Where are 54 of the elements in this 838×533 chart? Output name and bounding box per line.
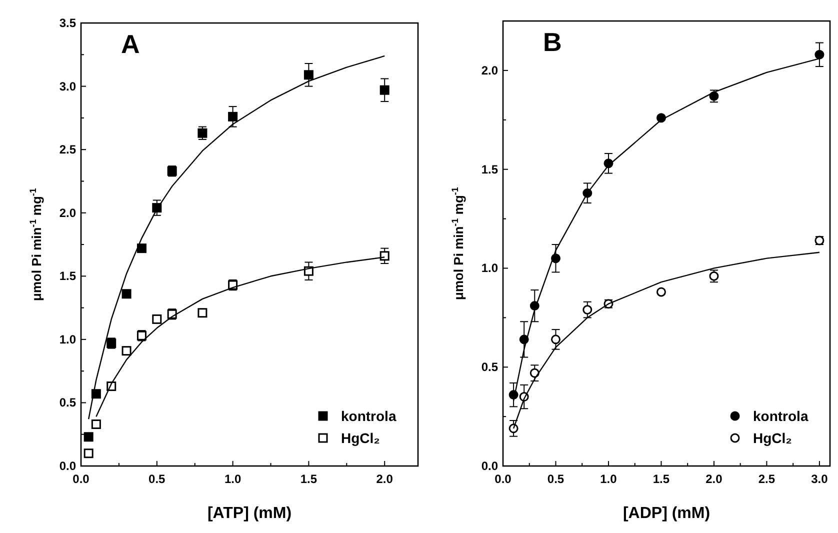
x-tick-label: 1.0 xyxy=(600,472,618,486)
point xyxy=(380,251,390,261)
y-tick-label: 2.0 xyxy=(59,206,76,220)
point xyxy=(136,244,146,254)
point xyxy=(380,85,390,95)
point xyxy=(198,128,208,138)
legend-label: kontrola xyxy=(753,408,808,424)
chart-title: A xyxy=(121,29,140,59)
y-tick-label: 1.5 xyxy=(59,269,76,284)
y-tick-label: 2.0 xyxy=(481,63,498,78)
point xyxy=(152,314,162,324)
x-axis-title: [ADP] (mM) xyxy=(622,505,710,522)
y-tick-label: 2.5 xyxy=(59,142,76,157)
y-tick-label: 0.5 xyxy=(59,396,76,410)
point xyxy=(814,50,824,60)
point xyxy=(91,419,101,429)
point xyxy=(122,346,132,356)
y-tick-label: 3.5 xyxy=(59,16,76,30)
point xyxy=(122,289,132,299)
y-tick-label: 3.0 xyxy=(59,79,76,94)
point xyxy=(550,334,560,344)
point xyxy=(508,424,518,434)
x-tick-label: 2.0 xyxy=(706,472,723,486)
y-tick-label: 0.0 xyxy=(481,459,498,473)
x-tick-label: 0.5 xyxy=(148,472,166,486)
point xyxy=(656,287,666,297)
point xyxy=(84,448,94,458)
point xyxy=(91,389,101,399)
x-tick-label: 2.5 xyxy=(758,472,776,486)
point xyxy=(304,70,314,80)
chart-title: B xyxy=(543,27,562,57)
legend-label: HgCl₂ xyxy=(341,430,380,446)
x-tick-label: 0.5 xyxy=(547,472,564,486)
x-tick-label: 1.5 xyxy=(300,472,318,486)
y-tick-label: 0.0 xyxy=(59,459,76,473)
point xyxy=(198,308,208,318)
x-tick-label: 2.0 xyxy=(376,472,394,486)
y-tick-label: 1.0 xyxy=(59,332,76,346)
x-tick-label: 1.0 xyxy=(224,472,242,486)
x-axis-title: [ATP] (mM) xyxy=(207,505,292,522)
point xyxy=(656,113,666,123)
x-tick-label: 0.0 xyxy=(494,472,512,486)
point xyxy=(709,271,719,281)
y-tick-label: 0.5 xyxy=(481,360,498,374)
x-tick-label: 3.0 xyxy=(811,472,828,486)
point xyxy=(582,305,592,315)
point xyxy=(228,112,238,122)
y-tick-label: 1.5 xyxy=(481,162,498,176)
point xyxy=(84,432,94,442)
legend-label: kontrola xyxy=(341,408,396,424)
x-tick-label: 0.0 xyxy=(72,472,90,486)
y-tick-label: 1.0 xyxy=(481,261,498,276)
x-tick-label: 1.5 xyxy=(652,472,670,486)
legend-label: HgCl₂ xyxy=(753,430,792,446)
